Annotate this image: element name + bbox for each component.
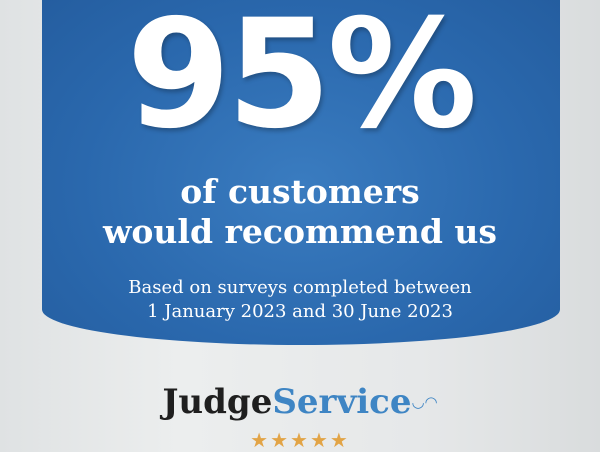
survey-note-line-1: Based on surveys completed between — [128, 277, 472, 298]
survey-note-line-2: 1 January 2023 and 30 June 2023 — [147, 301, 453, 322]
survey-note: Based on surveys completed between 1 Jan… — [0, 276, 600, 324]
judgeservice-logo: JudgeService◡◠ — [0, 382, 600, 422]
blue-banner — [42, 0, 560, 345]
smiley-face-icon: ◡◠ — [411, 393, 438, 411]
logo-part-1: Judge — [162, 382, 273, 422]
logo-part-2: Service — [272, 382, 412, 422]
headline-stat: 95% — [126, 0, 477, 162]
headline-text: of customers would recommend us — [0, 172, 600, 252]
star-rating: ★★★★★ — [250, 428, 350, 452]
headline-line-1: of customers — [180, 172, 420, 211]
headline-line-2: would recommend us — [103, 212, 497, 251]
